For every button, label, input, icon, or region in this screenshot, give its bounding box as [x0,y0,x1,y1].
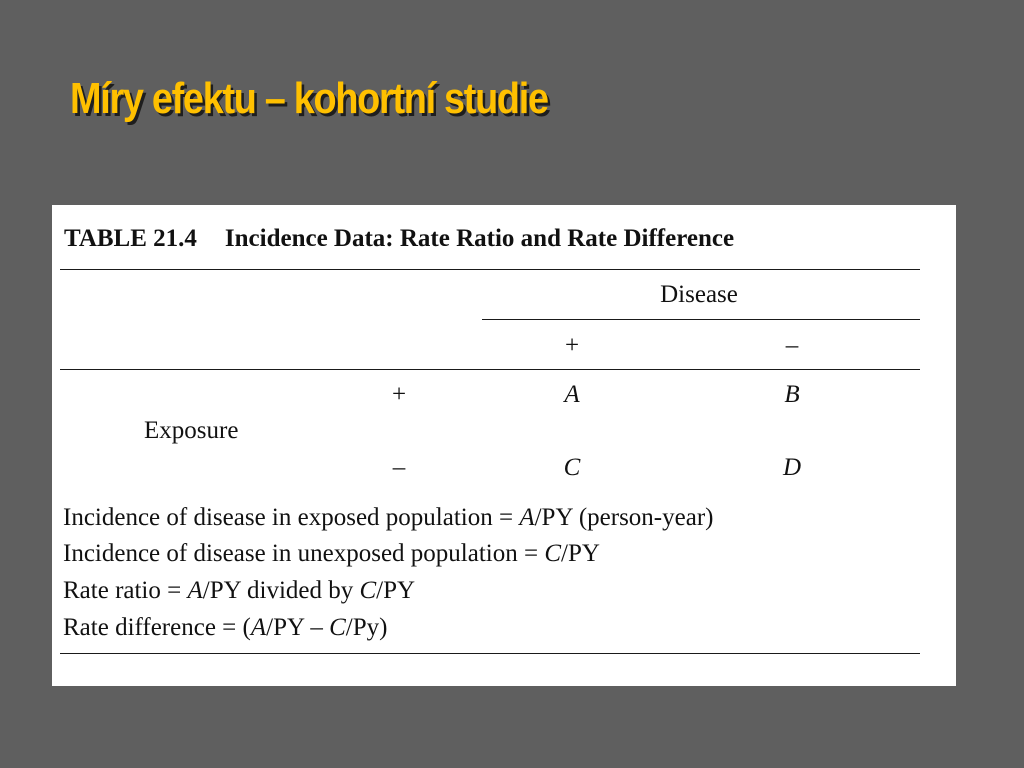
row-group-header: Exposure [144,417,239,444]
table-number: TABLE 21.4 [64,225,197,252]
note-unexposed-incidence: Incidence of disease in unexposed popula… [63,540,600,567]
column-header-negative: – [785,332,799,359]
column-group-header: Disease [660,281,738,308]
cell-d: D [782,454,802,481]
top-rule [60,269,920,270]
table-panel: TABLE 21.4 Incidence Data: Rate Ratio and… [52,205,956,686]
row-label-positive: + [391,381,407,408]
cell-a: A [564,381,580,408]
bottom-rule [60,653,920,654]
column-header-positive: + [564,332,580,359]
column-group-rule [482,319,920,320]
note-exposed-incidence: Incidence of disease in exposed populati… [63,504,714,531]
note-rate-difference: Rate difference = (A/PY – C/Py) [63,614,388,641]
cell-c: C [563,454,581,481]
header-rule [60,369,920,370]
row-label-negative: – [392,454,406,481]
note-rate-ratio: Rate ratio = A/PY divided by C/PY [63,577,416,604]
cell-b: B [784,381,800,408]
slide-title: Míry efektu – kohortní studie [70,74,549,123]
table-caption: TABLE 21.4 Incidence Data: Rate Ratio and… [64,225,734,253]
table-caption-text: Incidence Data: Rate Ratio and Rate Diff… [224,225,735,252]
